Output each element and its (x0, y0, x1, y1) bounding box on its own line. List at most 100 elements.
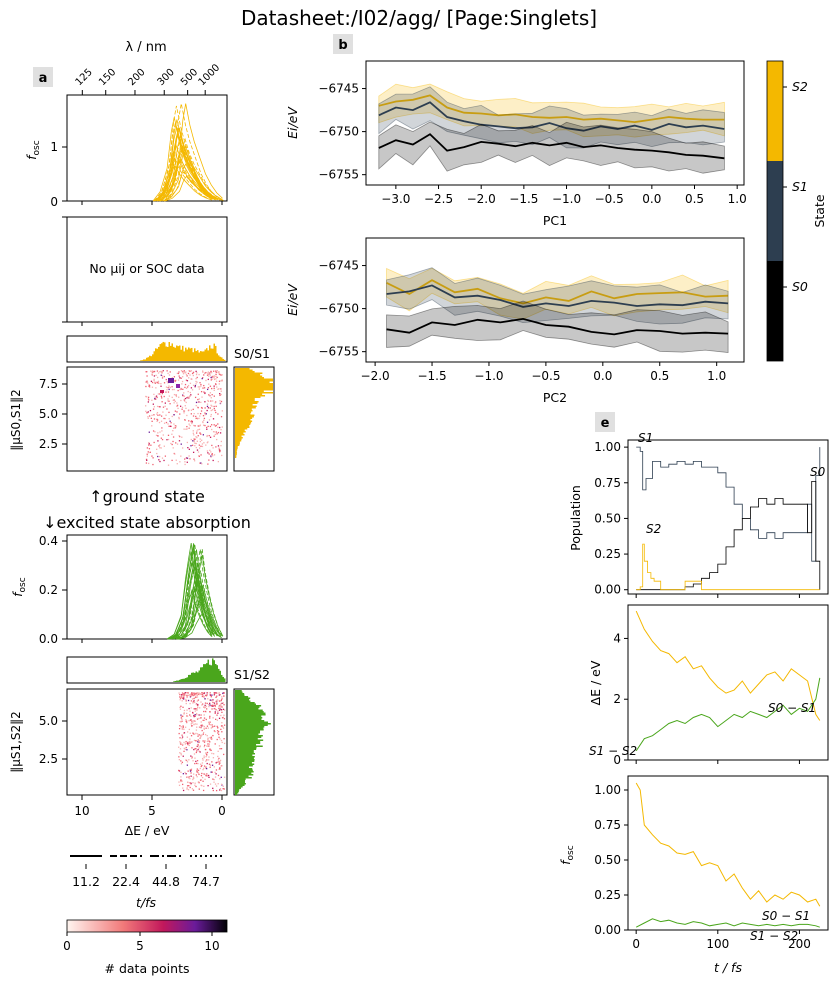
heatmap-cell (170, 425, 172, 428)
heatmap-cell (194, 386, 196, 388)
heatmap-cell (213, 708, 215, 710)
histogram-bar (179, 345, 181, 361)
heatmap-cell (213, 407, 215, 410)
heatmap-cell (205, 694, 207, 697)
histogram-bar (235, 386, 273, 388)
heatmap-cell (222, 727, 225, 729)
heatmap-cell (179, 699, 181, 701)
heatmap-cell (191, 725, 193, 727)
heatmap-cell (209, 717, 211, 719)
wavelength-tick-label: 200 (126, 67, 147, 88)
heatmap-cell (207, 387, 210, 389)
heatmap-cell (188, 377, 190, 379)
heatmap-cell (163, 422, 166, 424)
heatmap-cell (203, 714, 205, 716)
heatmap-cell (201, 443, 204, 445)
heatmap-cell (179, 461, 181, 463)
histogram-bar (153, 351, 155, 361)
heatmap-cell (200, 462, 202, 464)
histogram-bar (235, 426, 250, 428)
heatmap-cell (172, 447, 174, 449)
histogram-bar (213, 343, 215, 361)
histogram-bar (235, 408, 252, 410)
heatmap-cell (217, 710, 219, 712)
wavelength-tick-label: 125 (74, 67, 95, 88)
heatmap-cell (181, 697, 184, 700)
heatmap-cell (223, 704, 225, 706)
state-tick-s0: S0 (792, 279, 808, 294)
heatmap-cell (210, 400, 212, 402)
heatmap-cell (176, 443, 179, 445)
heatmap-cell (214, 771, 216, 774)
histogram-bar (203, 664, 205, 682)
heatmap-cell (192, 693, 194, 695)
heatmap-cell (219, 432, 222, 434)
heatmap-cell (191, 747, 193, 749)
heatmap-cell (197, 412, 199, 415)
heatmap-cell (176, 463, 178, 465)
heatmap-cell (206, 725, 209, 727)
heatmap-cell (185, 379, 188, 381)
histogram-bar (235, 410, 253, 412)
heatmap-cell (191, 421, 193, 423)
heatmap-cell (148, 431, 150, 433)
heatmap-cell (178, 732, 180, 735)
band-s1 (378, 86, 725, 149)
heatmap-cell (214, 776, 217, 778)
heatmap-cell (150, 380, 153, 382)
heatmap-cell (199, 736, 202, 738)
heatmap-cell (208, 704, 210, 706)
heatmap-cell (198, 373, 200, 376)
heatmap-cell (208, 745, 210, 747)
heatmap-cell (197, 739, 199, 741)
heatmap-cell (176, 405, 178, 407)
heatmap-cell (190, 420, 192, 423)
histogram-bar (235, 714, 266, 716)
heatmap-cell (195, 774, 198, 776)
heatmap-cell (196, 436, 198, 439)
heatmap-cell (186, 787, 188, 789)
heatmap-cell (218, 449, 221, 451)
heatmap-cell (205, 718, 207, 721)
heatmap-cell (213, 375, 216, 377)
histogram-bar (183, 678, 185, 682)
heatmap-cell (160, 383, 162, 385)
heatmap-cell (156, 411, 159, 414)
heatmap-cell (190, 768, 193, 770)
heatmap-cell (186, 696, 188, 698)
heatmap-cell (216, 692, 218, 694)
heatmap-cell (180, 779, 182, 782)
spectrum-line (177, 549, 223, 640)
heatmap-cell (179, 737, 181, 739)
heatmap-cell (193, 714, 195, 717)
heatmap-cell (195, 415, 197, 418)
heatmap-cell (181, 694, 183, 696)
heatmap-cell (200, 765, 202, 768)
heatmap-cell (204, 372, 206, 374)
heatmap-cell (159, 447, 161, 449)
heatmap-cell (152, 463, 154, 466)
heatmap-cell (181, 718, 183, 720)
band-s0 (378, 121, 725, 174)
heatmap-cell (197, 407, 199, 409)
heatmap-cell (192, 692, 194, 695)
heatmap-cell (177, 379, 180, 381)
heatmap-cell (221, 374, 223, 376)
heatmap-cell (189, 370, 191, 372)
heatmap-cell (186, 461, 188, 463)
histogram-bar (219, 670, 221, 682)
heatmap-cell (209, 749, 211, 752)
heatmap-cell (189, 391, 191, 394)
heatmap-cell (196, 430, 198, 432)
series-line (636, 481, 821, 591)
heatmap-cell (210, 455, 212, 457)
heatmap-cell (187, 384, 190, 387)
heatmap-cell (184, 400, 186, 402)
heatmap-cell (205, 413, 207, 415)
heatmap-cell (202, 768, 204, 771)
histogram-bar (186, 349, 188, 361)
spectrum-line (167, 589, 212, 640)
heatmap-cell (185, 698, 187, 701)
dipole-s1s2-tick: 2.5 (39, 752, 58, 766)
time-axis-label: t / fs (714, 960, 742, 975)
